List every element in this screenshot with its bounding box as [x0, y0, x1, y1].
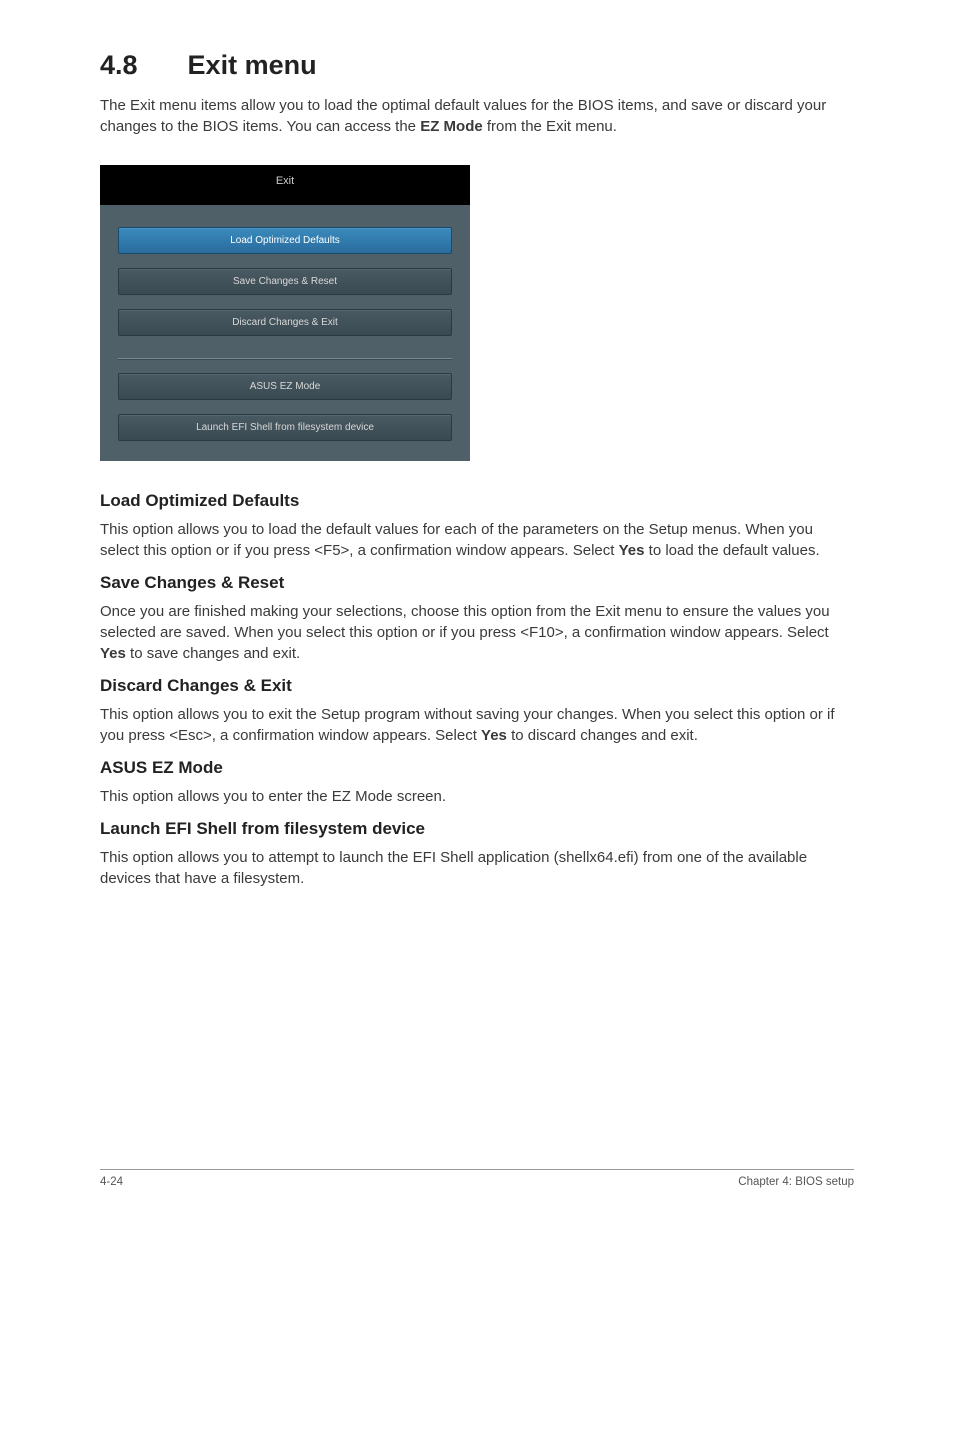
heading-discard-changes-exit: Discard Changes & Exit [100, 676, 854, 696]
load-defaults-bold: Yes [619, 542, 645, 559]
text-discard-changes-exit: This option allows you to exit the Setup… [100, 704, 854, 746]
load-defaults-after: to load the default values. [644, 542, 819, 559]
save-reset-before: Once you are finished making your select… [100, 603, 830, 641]
intro-bold: EZ Mode [420, 118, 483, 135]
bios-divider [118, 358, 452, 359]
heading-asus-ez-mode: ASUS EZ Mode [100, 758, 854, 778]
section-title: 4.8 Exit menu [100, 50, 854, 81]
intro-paragraph: The Exit menu items allow you to load th… [100, 95, 854, 137]
heading-launch-efi-shell: Launch EFI Shell from filesystem device [100, 819, 854, 839]
text-launch-efi-shell: This option allows you to attempt to lau… [100, 847, 854, 889]
discard-exit-before: This option allows you to exit the Setup… [100, 706, 835, 744]
bios-panel-header: Exit [100, 165, 470, 205]
footer-page-number: 4-24 [100, 1176, 123, 1188]
save-reset-bold: Yes [100, 645, 126, 662]
bios-item-asus-ez-mode[interactable]: ASUS EZ Mode [118, 373, 452, 400]
heading-save-changes-reset: Save Changes & Reset [100, 573, 854, 593]
text-load-optimized-defaults: This option allows you to load the defau… [100, 519, 854, 561]
footer-chapter: Chapter 4: BIOS setup [738, 1176, 854, 1188]
text-asus-ez-mode: This option allows you to enter the EZ M… [100, 786, 854, 807]
intro-after: from the Exit menu. [483, 118, 617, 135]
bios-item-save-changes-reset[interactable]: Save Changes & Reset [118, 268, 452, 295]
bios-item-launch-efi-shell[interactable]: Launch EFI Shell from filesystem device [118, 414, 452, 441]
bios-exit-panel: Exit Load Optimized Defaults Save Change… [100, 165, 470, 461]
bios-panel-body: Load Optimized Defaults Save Changes & R… [100, 205, 470, 441]
section-number: 4.8 [100, 50, 138, 81]
discard-exit-after: to discard changes and exit. [507, 727, 698, 744]
section-name: Exit menu [188, 50, 317, 80]
text-save-changes-reset: Once you are finished making your select… [100, 601, 854, 664]
bios-item-discard-changes-exit[interactable]: Discard Changes & Exit [118, 309, 452, 336]
heading-load-optimized-defaults: Load Optimized Defaults [100, 491, 854, 511]
bios-item-load-optimized-defaults[interactable]: Load Optimized Defaults [118, 227, 452, 254]
discard-exit-bold: Yes [481, 727, 507, 744]
save-reset-after: to save changes and exit. [126, 645, 300, 662]
page-footer: 4-24 Chapter 4: BIOS setup [100, 1169, 854, 1188]
